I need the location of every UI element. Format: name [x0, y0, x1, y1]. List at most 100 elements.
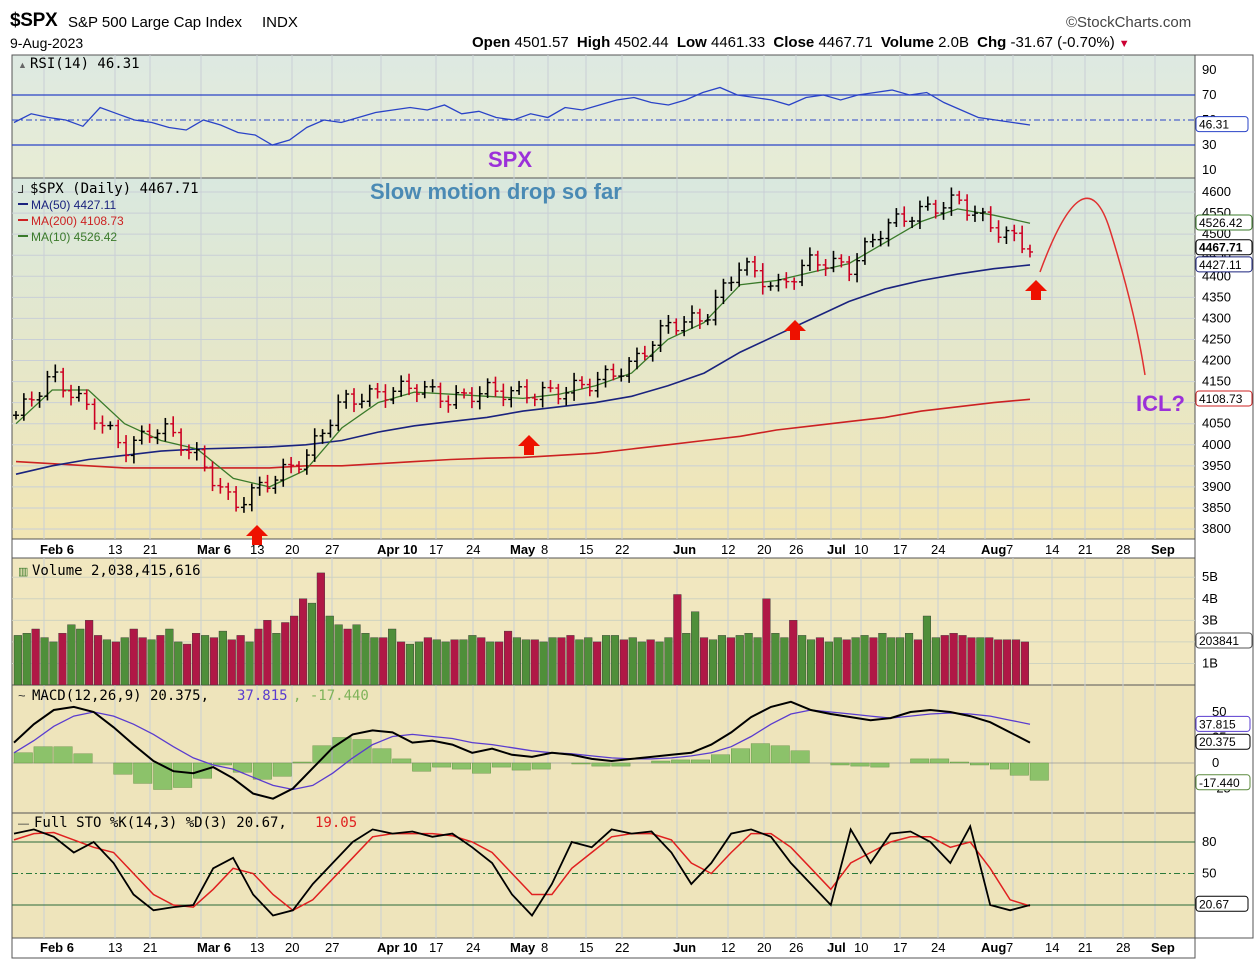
volume-bar [789, 620, 798, 686]
x-tick-label: Sep [1151, 542, 1175, 557]
open-value: 4501.57 [514, 34, 569, 51]
macd-histogram-bar [850, 762, 870, 767]
x-tick-label: May [510, 542, 536, 557]
x-tick-label-bottom: 21 [143, 940, 157, 955]
volume-bar [628, 637, 637, 686]
macd-legend-hist: , -17.440 [293, 688, 369, 704]
macd-histogram-bar [372, 748, 392, 764]
price-value-label: 4526.42 [1199, 216, 1243, 230]
macd-histogram-bar [113, 762, 133, 775]
macd-histogram-bar [750, 743, 770, 764]
red-up-arrow-marker [246, 525, 268, 545]
volume-bar [967, 637, 976, 686]
panel-price [11, 177, 1196, 540]
volume-bar [824, 641, 833, 686]
x-tick-label: 13 [250, 542, 264, 557]
volume-bar [566, 635, 575, 686]
x-tick-label-bottom: Feb 6 [40, 940, 74, 955]
volume-bar [896, 637, 905, 686]
volume-bar [584, 637, 593, 686]
volume-bar [388, 628, 397, 686]
ma200-line [15, 398, 1031, 469]
price-y-tick: 3900 [1202, 479, 1231, 494]
volume-bar [646, 639, 655, 686]
sto-value-tag [1195, 895, 1249, 912]
panel-xax1 [11, 538, 1196, 559]
x-tick-label-bottom: Sep [1151, 940, 1175, 955]
volume-bar [530, 639, 539, 686]
rsi-line [13, 86, 1031, 146]
price-y-tick: 3950 [1202, 458, 1231, 473]
macd-histogram-bar [272, 762, 292, 777]
volume-bar [610, 635, 619, 686]
volume-bar [985, 637, 994, 686]
volume-bar [441, 641, 450, 686]
macd-value-tag [1195, 715, 1251, 732]
x-tick-label-bottom: Aug [981, 940, 1006, 955]
volume-bar [85, 620, 94, 686]
volume-bar [780, 637, 789, 686]
volume-bar [771, 633, 780, 686]
volume-bar [976, 637, 985, 686]
x-tick-label: 20 [757, 542, 771, 557]
volume-bar [762, 598, 771, 686]
volume-bar [13, 635, 22, 686]
chg-label: Chg [977, 34, 1007, 51]
volume-bar [102, 639, 111, 686]
volume-bar [165, 628, 174, 686]
down-arrow-icon: ▼ [1118, 38, 1130, 50]
volume-y-tick: 4B [1202, 591, 1218, 606]
volume-bar [887, 637, 896, 686]
macd-histogram-bar [870, 762, 890, 768]
x-tick-label-bottom: 13 [250, 940, 264, 955]
macd-y-tick: 50 [1212, 704, 1226, 719]
macd-histogram-bar [790, 750, 810, 764]
volume-bar [815, 637, 824, 686]
volume-bar [691, 611, 700, 686]
macd-histogram-bar [312, 745, 332, 764]
volume-bar [67, 624, 76, 686]
x-tick-label: 26 [789, 542, 803, 557]
macd-histogram-bar [990, 762, 1009, 770]
x-tick-label: 15 [579, 542, 593, 557]
price-value-tag [1195, 256, 1253, 273]
x-tick-label-bottom: 17 [893, 940, 907, 955]
macd-histogram-bar [591, 762, 611, 767]
x-tick-label-bottom: 20 [757, 940, 771, 955]
rsi-y-tick: 70 [1202, 87, 1216, 102]
panel-sto [11, 812, 1196, 939]
macd-value-label: 37.815 [1199, 717, 1236, 731]
x-tick-label: 14 [1045, 542, 1059, 557]
x-tick-label-bottom: Jul [827, 940, 846, 955]
volume-bar [700, 637, 709, 686]
volume-bar [236, 635, 245, 686]
volume-bar [521, 639, 530, 686]
brand-logo: ©StockCharts.com [1066, 14, 1192, 31]
x-tick-label: 10 [854, 542, 868, 557]
macd-legend: MACD(12,26,9) 20.375, [32, 688, 209, 704]
volume-bar [539, 641, 548, 686]
ma50-line [15, 264, 1031, 475]
volume-bar [655, 641, 664, 686]
high-label: High [576, 34, 611, 51]
price-value-tag [1195, 214, 1253, 231]
macd-histogram-bar [731, 748, 750, 764]
macd-histogram-bar [770, 745, 790, 764]
rsi-value-tag [1195, 116, 1249, 133]
red-up-arrow-marker [784, 320, 806, 340]
price-y-tick: 4250 [1202, 331, 1231, 346]
macd-histogram-bar [511, 762, 531, 771]
volume-bar [459, 639, 468, 686]
macd-histogram-bar [1009, 762, 1029, 776]
volume-bar [138, 637, 147, 686]
volume-bar [931, 637, 940, 686]
x-tick-label: 12 [721, 542, 735, 557]
volume-bar [316, 572, 325, 686]
volume-bar [111, 641, 120, 686]
x-tick-label-bottom: 15 [579, 940, 593, 955]
macd-histogram-bar [13, 752, 33, 764]
volume-bar [281, 622, 290, 686]
x-tick-label: 8 [541, 542, 548, 557]
x-tick-label: 13 [108, 542, 122, 557]
